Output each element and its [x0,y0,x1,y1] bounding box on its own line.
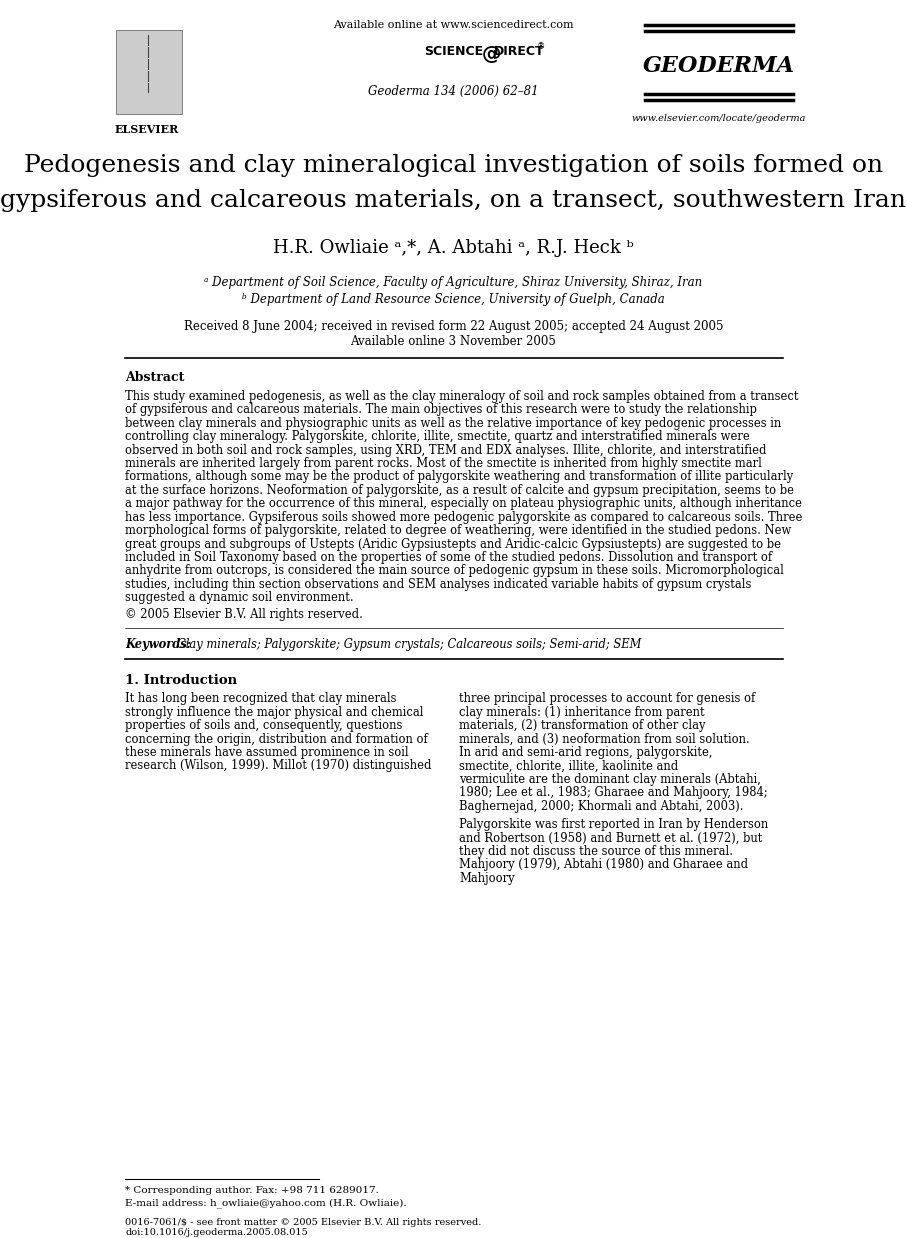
Text: Keywords:: Keywords: [125,638,191,650]
Text: a major pathway for the occurrence of this mineral, especially on plateau physio: a major pathway for the occurrence of th… [125,498,802,510]
Text: Baghernejad, 2000; Khormali and Abtahi, 2003).: Baghernejad, 2000; Khormali and Abtahi, … [459,800,744,812]
Text: between clay minerals and physiographic units as well as the relative importance: between clay minerals and physiographic … [125,417,782,430]
Text: properties of soils and, consequently, questions: properties of soils and, consequently, q… [125,719,403,732]
Text: Clay minerals; Palygorskite; Gypsum crystals; Calcareous soils; Semi-arid; SEM: Clay minerals; Palygorskite; Gypsum crys… [177,638,641,650]
Text: ELSEVIER: ELSEVIER [115,124,179,135]
Text: materials, (2) transformation of other clay: materials, (2) transformation of other c… [459,719,706,732]
Text: www.elsevier.com/locate/geoderma: www.elsevier.com/locate/geoderma [631,114,806,124]
Text: controlling clay mineralogy. Palygorskite, chlorite, illite, smectite, quartz an: controlling clay mineralogy. Palygorskit… [125,430,750,443]
Text: suggested a dynamic soil environment.: suggested a dynamic soil environment. [125,592,354,604]
Text: at the surface horizons. Neoformation of palygorskite, as a result of calcite an: at the surface horizons. Neoformation of… [125,484,795,496]
Text: @: @ [483,45,502,63]
Text: © 2005 Elsevier B.V. All rights reserved.: © 2005 Elsevier B.V. All rights reserved… [125,608,363,620]
Text: Abstract: Abstract [125,371,185,384]
Text: 1980; Lee et al., 1983; Gharaee and Mahjoory, 1984;: 1980; Lee et al., 1983; Gharaee and Mahj… [459,786,767,800]
Text: anhydrite from outcrops, is considered the main source of pedogenic gypsum in th: anhydrite from outcrops, is considered t… [125,565,784,577]
Text: great groups and subgroups of Ustepts (Aridic Gypsiustepts and Aridic-calcic Gyp: great groups and subgroups of Ustepts (A… [125,537,781,551]
Text: studies, including thin section observations and SEM analyses indicated variable: studies, including thin section observat… [125,578,752,591]
Text: concerning the origin, distribution and formation of: concerning the origin, distribution and … [125,733,428,745]
Text: vermiculite are the dominant clay minerals (Abtahi,: vermiculite are the dominant clay minera… [459,773,761,786]
Text: formations, although some may be the product of palygorskite weathering and tran: formations, although some may be the pro… [125,470,794,484]
Text: smectite, chlorite, illite, kaolinite and: smectite, chlorite, illite, kaolinite an… [459,759,678,773]
Text: Mahjoory: Mahjoory [459,872,514,885]
Text: strongly influence the major physical and chemical: strongly influence the major physical an… [125,706,424,719]
Text: In arid and semi-arid regions, palygorskite,: In arid and semi-arid regions, palygorsk… [459,747,712,759]
Text: and Robertson (1958) and Burnett et al. (1972), but: and Robertson (1958) and Burnett et al. … [459,832,762,844]
Text: has less importance. Gypsiferous soils showed more pedogenic palygorskite as com: has less importance. Gypsiferous soils s… [125,511,803,524]
Text: ᵇ Department of Land Resource Science, University of Guelph, Canada: ᵇ Department of Land Resource Science, U… [242,293,665,307]
Text: SCIENCE: SCIENCE [424,45,483,58]
Text: 1. Introduction: 1. Introduction [125,675,238,687]
Text: H.R. Owliaie ᵃ,*, A. Abtahi ᵃ, R.J. Heck ᵇ: H.R. Owliaie ᵃ,*, A. Abtahi ᵃ, R.J. Heck… [273,239,634,256]
FancyBboxPatch shape [116,30,182,114]
Text: doi:10.1016/j.geoderma.2005.08.015: doi:10.1016/j.geoderma.2005.08.015 [125,1228,308,1237]
Text: clay minerals: (1) inheritance from parent: clay minerals: (1) inheritance from pare… [459,706,705,719]
Text: GEODERMA: GEODERMA [643,54,795,77]
Text: minerals, and (3) neoformation from soil solution.: minerals, and (3) neoformation from soil… [459,733,750,745]
Text: Geoderma 134 (2006) 62–81: Geoderma 134 (2006) 62–81 [368,84,539,98]
Text: * Corresponding author. Fax: +98 711 6289017.: * Corresponding author. Fax: +98 711 628… [125,1186,379,1195]
Text: ᵃ Department of Soil Science, Faculty of Agriculture, Shiraz University, Shiraz,: ᵃ Department of Soil Science, Faculty of… [204,276,703,290]
Text: research (Wilson, 1999). Millot (1970) distinguished: research (Wilson, 1999). Millot (1970) d… [125,759,432,773]
Text: three principal processes to account for genesis of: three principal processes to account for… [459,692,756,706]
Text: they did not discuss the source of this mineral.: they did not discuss the source of this … [459,844,733,858]
Text: 0016-7061/$ - see front matter © 2005 Elsevier B.V. All rights reserved.: 0016-7061/$ - see front matter © 2005 El… [125,1218,482,1227]
Text: minerals are inherited largely from parent rocks. Most of the smectite is inheri: minerals are inherited largely from pare… [125,457,762,470]
Text: Available online at www.sciencedirect.com: Available online at www.sciencedirect.co… [333,20,574,30]
Text: This study examined pedogenesis, as well as the clay mineralogy of soil and rock: This study examined pedogenesis, as well… [125,390,799,402]
Text: Pedogenesis and clay mineralogical investigation of soils formed on: Pedogenesis and clay mineralogical inves… [24,155,883,177]
Text: observed in both soil and rock samples, using XRD, TEM and EDX analyses. Illite,: observed in both soil and rock samples, … [125,443,766,457]
Text: of gypsiferous and calcareous materials. The main objectives of this research we: of gypsiferous and calcareous materials.… [125,404,757,416]
Text: gypsiferous and calcareous materials, on a transect, southwestern Iran: gypsiferous and calcareous materials, on… [1,189,906,212]
Text: Mahjoory (1979), Abtahi (1980) and Gharaee and: Mahjoory (1979), Abtahi (1980) and Ghara… [459,858,748,872]
Text: Received 8 June 2004; received in revised form 22 August 2005; accepted 24 Augus: Received 8 June 2004; received in revise… [184,321,723,333]
Text: DIRECT: DIRECT [493,45,544,58]
Text: Available online 3 November 2005: Available online 3 November 2005 [351,335,556,348]
Text: morphological forms of palygorskite, related to degree of weathering, were ident: morphological forms of palygorskite, rel… [125,524,792,537]
Text: these minerals have assumed prominence in soil: these minerals have assumed prominence i… [125,747,409,759]
Text: E-mail address: h_owliaie@yahoo.com (H.R. Owliaie).: E-mail address: h_owliaie@yahoo.com (H.R… [125,1198,407,1208]
Text: Palygorskite was first reported in Iran by Henderson: Palygorskite was first reported in Iran … [459,818,768,831]
Text: ®: ® [537,42,545,51]
Text: It has long been recognized that clay minerals: It has long been recognized that clay mi… [125,692,396,706]
Text: included in Soil Taxonomy based on the properties of some of the studied pedons.: included in Soil Taxonomy based on the p… [125,551,773,565]
